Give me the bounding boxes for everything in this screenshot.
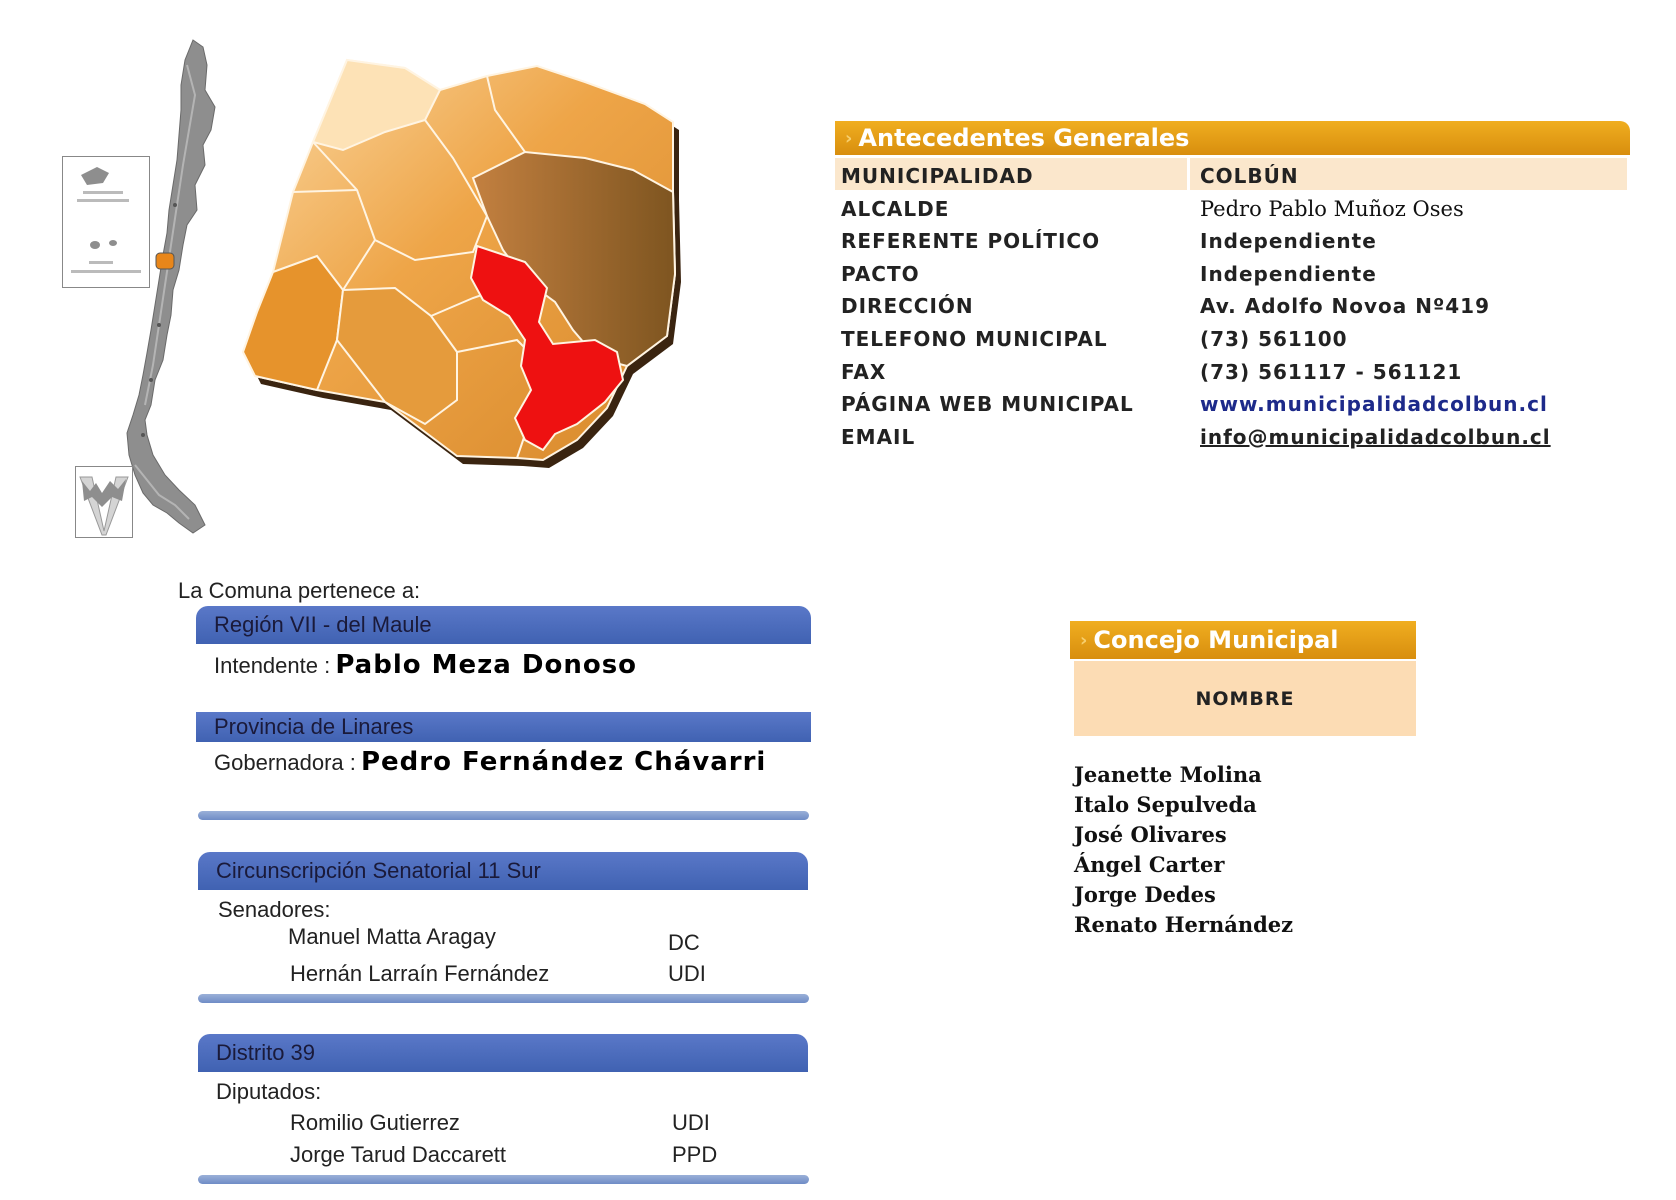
senadores-label: Senadores: <box>218 897 331 922</box>
row-label: PACTO <box>841 261 920 286</box>
row-label: FAX <box>841 359 887 384</box>
row-label: REFERENTE POLÍTICO <box>841 229 1101 254</box>
chile-locator-map <box>126 39 216 534</box>
row-label: EMAIL <box>841 424 916 449</box>
diputados-label: Diputados: <box>216 1079 322 1104</box>
antarctic-inset-map <box>75 466 133 538</box>
provincia-title: Provincia de Linares <box>214 714 414 739</box>
colbun-commune-highlight <box>469 244 625 452</box>
concejo-title: Concejo Municipal <box>1093 626 1339 654</box>
concejo-column-header-bg <box>1074 661 1416 736</box>
table-row: TELEFONO MUNICIPAL (73) 561100 <box>835 321 1630 354</box>
senator-party: DC <box>668 930 700 955</box>
concejo-member-list: Jeanette Molina Italo Sepulveda José Oli… <box>1074 762 1293 942</box>
email-link[interactable]: info@municipalidadcolbun.cl <box>1200 424 1551 449</box>
row-label: PÁGINA WEB MUNICIPAL <box>841 392 1134 417</box>
row-value: (73) 561117 - 561121 <box>1200 359 1463 384</box>
senator-name: Manuel Matta Aragay <box>288 924 496 949</box>
region-title: Región VII - del Maule <box>214 612 432 637</box>
table-row: FAX (73) 561117 - 561121 <box>835 354 1630 387</box>
antecedentes-table: MUNICIPALIDAD COLBÚN ALCALDE Pedro Pablo… <box>835 158 1630 451</box>
region-authority: Intendente : Pablo Meza Donoso <box>214 650 814 680</box>
row-label: DIRECCIÓN <box>841 294 974 319</box>
row-label: MUNICIPALIDAD <box>841 164 1034 188</box>
list-item: Jorge Dedes <box>1074 882 1216 907</box>
concejo-header: › Concejo Municipal <box>1070 621 1416 659</box>
region-header: Región VII - del Maule <box>196 606 811 644</box>
table-row: REFERENTE POLÍTICO Independiente <box>835 223 1630 256</box>
row-value: COLBÚN <box>1200 164 1299 188</box>
table-row: ALCALDE Pedro Pablo Muñoz Oses <box>835 191 1630 224</box>
list-item: Renato Hernández <box>1074 912 1294 937</box>
table-row: MUNICIPALIDAD COLBÚN <box>835 158 1630 191</box>
maule-region-highlight <box>155 252 175 270</box>
divider <box>198 1175 809 1184</box>
provincia-authority: Gobernadora : Pedro Fernández Chávarri <box>214 747 814 777</box>
gobernadora-label: Gobernadora : <box>214 750 356 775</box>
website-link[interactable]: www.municipalidadcolbun.cl <box>1200 392 1548 417</box>
intendente-name: Pablo Meza Donoso <box>335 650 638 680</box>
divider <box>198 811 809 820</box>
table-row: PÁGINA WEB MUNICIPAL www.municipalidadco… <box>835 386 1630 419</box>
table-row: EMAIL info@municipalidadcolbun.cl <box>835 419 1630 452</box>
island-inset-map <box>62 156 150 288</box>
provincia-header: Provincia de Linares <box>196 712 811 742</box>
deputy-name: Jorge Tarud Daccarett <box>290 1142 507 1167</box>
chevron-right-icon: › <box>1080 630 1088 651</box>
deputy-name: Romilio Gutierrez <box>290 1110 460 1135</box>
list-item: Italo Sepulveda <box>1074 792 1257 817</box>
gobernadora-name: Pedro Fernández Chávarri <box>360 747 767 777</box>
maule-region-map <box>241 58 681 468</box>
row-value: Pedro Pablo Muñoz Oses <box>1200 196 1464 221</box>
distrito-header: Distrito 39 <box>198 1034 808 1072</box>
intendente-label: Intendente : <box>214 653 331 678</box>
deputy-party: UDI <box>672 1110 710 1135</box>
row-value: Independiente <box>1200 261 1377 286</box>
list-item: José Olivares <box>1074 822 1227 847</box>
deputy-party: PPD <box>672 1142 718 1167</box>
circunscripcion-header: Circunscripción Senatorial 11 Sur <box>198 852 808 890</box>
concejo-column-header: NOMBRE <box>1195 688 1295 710</box>
antecedentes-header: › Antecedentes Generales <box>835 121 1630 155</box>
row-value: Av. Adolfo Novoa Nº419 <box>1200 294 1491 319</box>
circunscripcion-title: Circunscripción Senatorial 11 Sur <box>216 858 541 883</box>
table-row: PACTO Independiente <box>835 256 1630 289</box>
distrito-title: Distrito 39 <box>216 1040 316 1065</box>
divider <box>198 994 809 1003</box>
row-value: Independiente <box>1200 229 1377 254</box>
row-value: (73) 561100 <box>1200 326 1348 351</box>
list-item: Jeanette Molina <box>1074 762 1262 787</box>
chevron-right-icon: › <box>845 128 853 149</box>
antecedentes-title: Antecedentes Generales <box>858 124 1190 152</box>
senator-party: UDI <box>668 961 706 986</box>
senator-name: Hernán Larraín Fernández <box>290 961 550 986</box>
comuna-intro: La Comuna pertenece a: <box>178 578 421 603</box>
row-label: ALCALDE <box>841 196 950 221</box>
list-item: Ángel Carter <box>1074 852 1225 877</box>
table-row: DIRECCIÓN Av. Adolfo Novoa Nº419 <box>835 288 1630 321</box>
row-label: TELEFONO MUNICIPAL <box>841 326 1108 351</box>
